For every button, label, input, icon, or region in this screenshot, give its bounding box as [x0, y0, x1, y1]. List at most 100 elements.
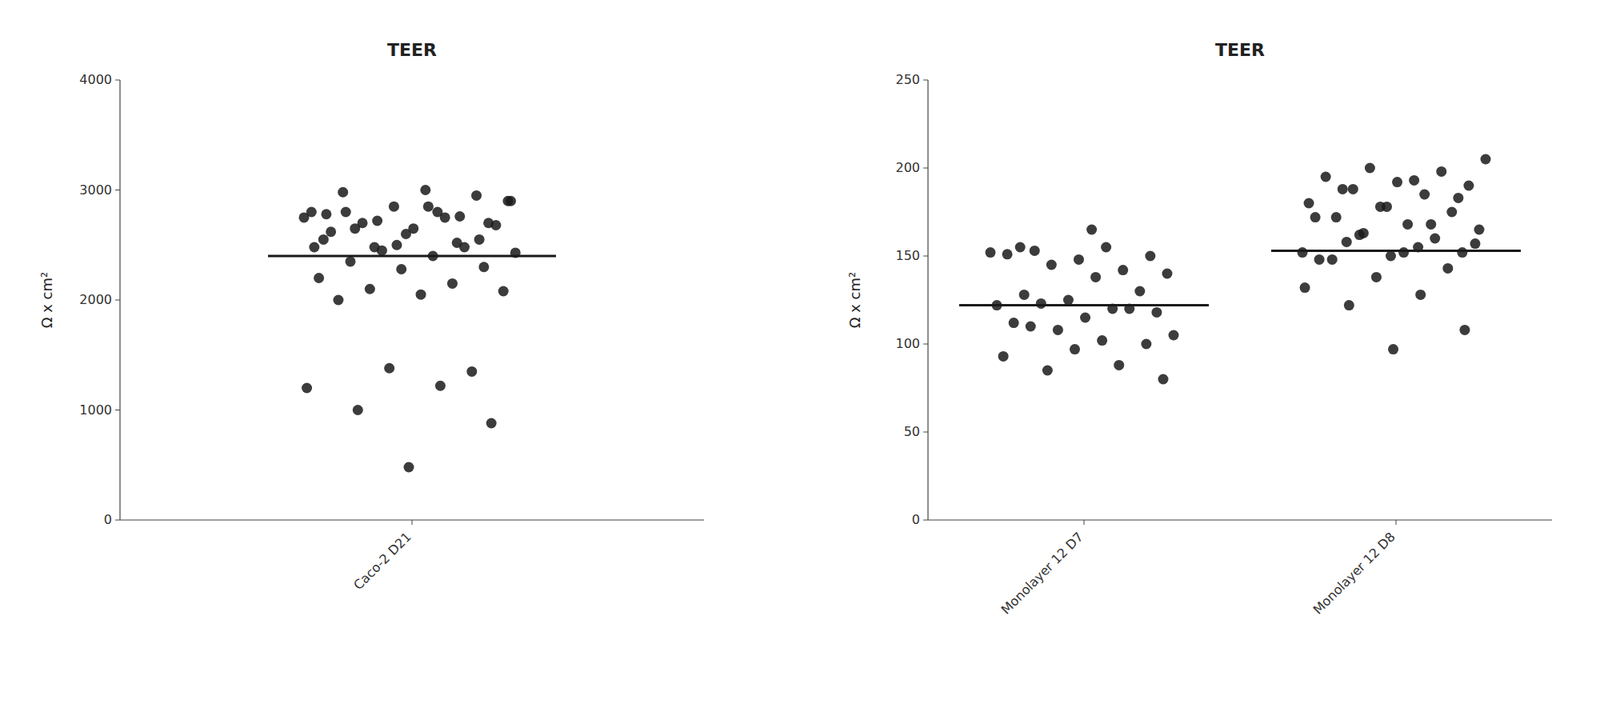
data-point [337, 187, 348, 198]
data-point [1371, 272, 1382, 283]
data-point [1314, 254, 1325, 265]
y-tick-label: 0 [912, 512, 920, 528]
data-point [498, 286, 509, 297]
data-point [1069, 344, 1080, 355]
data-point [1063, 295, 1074, 306]
data-point [1002, 248, 1013, 260]
data-point [998, 351, 1009, 362]
data-point [1025, 321, 1036, 332]
data-point [301, 383, 312, 394]
data-point [391, 240, 402, 251]
panel: TEERΩ x cm²050100150200250Monolayer 12 D… [846, 40, 1552, 617]
data-point [1327, 254, 1338, 265]
data-point [459, 242, 470, 253]
data-point [1415, 289, 1426, 300]
y-tick-label: 3000 [79, 182, 112, 198]
data-point [1300, 282, 1311, 293]
data-point [388, 201, 400, 212]
data-point [1161, 268, 1172, 280]
data-point [372, 216, 383, 227]
data-point [1408, 175, 1420, 186]
data-point [308, 242, 320, 253]
data-point [985, 247, 996, 258]
data-point [1086, 224, 1097, 236]
data-point [1398, 247, 1409, 258]
data-point [1113, 360, 1124, 371]
y-tick [115, 409, 120, 411]
data-point [423, 201, 434, 212]
data-point [420, 184, 431, 196]
data-point [1008, 317, 1020, 328]
data-point [1046, 260, 1057, 271]
data-point [1452, 192, 1464, 204]
y-tick [923, 80, 928, 81]
data-point [357, 217, 368, 228]
y-tick-label: 100 [895, 336, 920, 352]
y-tick [115, 189, 120, 191]
x-tick-label: Caco-2 D21 [350, 528, 415, 593]
data-point [1310, 212, 1321, 223]
chart-title: TEER [387, 40, 437, 60]
data-point [454, 211, 465, 222]
data-point [364, 284, 376, 295]
data-point [340, 207, 352, 218]
data-point [1080, 312, 1091, 324]
data-point [1320, 172, 1332, 183]
y-tick-label: 1000 [79, 402, 112, 418]
data-point [1096, 335, 1108, 346]
data-point [1348, 184, 1359, 195]
data-point [1134, 286, 1145, 297]
data-point [471, 190, 482, 201]
data-point [486, 418, 497, 429]
data-point [344, 256, 356, 267]
data-point [1151, 307, 1162, 318]
data-point [474, 234, 485, 245]
data-point [376, 245, 388, 256]
data-point [435, 380, 446, 392]
y-axis-line [927, 80, 928, 520]
data-point [416, 289, 427, 300]
data-point [1469, 238, 1480, 249]
data-point [1341, 236, 1352, 248]
y-axis-label: Ω x cm² [38, 272, 56, 329]
plot-area [959, 154, 1521, 385]
data-point [1117, 264, 1128, 276]
data-point [313, 272, 324, 284]
data-point [1392, 176, 1403, 188]
y-tick [923, 520, 928, 521]
y-axis-label: Ω x cm² [846, 272, 864, 329]
mean-line [268, 255, 556, 258]
data-point [1337, 184, 1348, 195]
data-point [1157, 374, 1168, 385]
data-point [1436, 166, 1447, 177]
data-point [1429, 233, 1440, 244]
data-point [1042, 365, 1053, 376]
data-point [490, 220, 501, 231]
data-point [320, 208, 332, 220]
data-point [1168, 330, 1180, 341]
data-point [325, 226, 336, 237]
data-point [1331, 212, 1342, 223]
data-point [1090, 272, 1101, 283]
x-tick-label: Monolayer 12 D7 [998, 528, 1087, 617]
data-point [1459, 324, 1470, 336]
data-point [352, 404, 364, 416]
data-point [396, 264, 407, 275]
data-point [1144, 251, 1156, 262]
data-point [478, 261, 489, 272]
x-tick [1396, 520, 1397, 525]
data-point [1100, 242, 1112, 253]
data-point [1456, 247, 1468, 258]
data-point [1019, 289, 1030, 300]
data-point [1304, 198, 1315, 209]
y-tick-label: 250 [895, 72, 920, 88]
data-point [1364, 163, 1376, 174]
data-point [1446, 207, 1457, 218]
data-point [1029, 245, 1040, 256]
plot-area [268, 184, 556, 473]
data-point [1419, 189, 1430, 200]
data-point [1073, 254, 1084, 265]
data-point [440, 212, 451, 223]
y-tick-label: 200 [895, 160, 920, 176]
y-tick [115, 520, 120, 521]
